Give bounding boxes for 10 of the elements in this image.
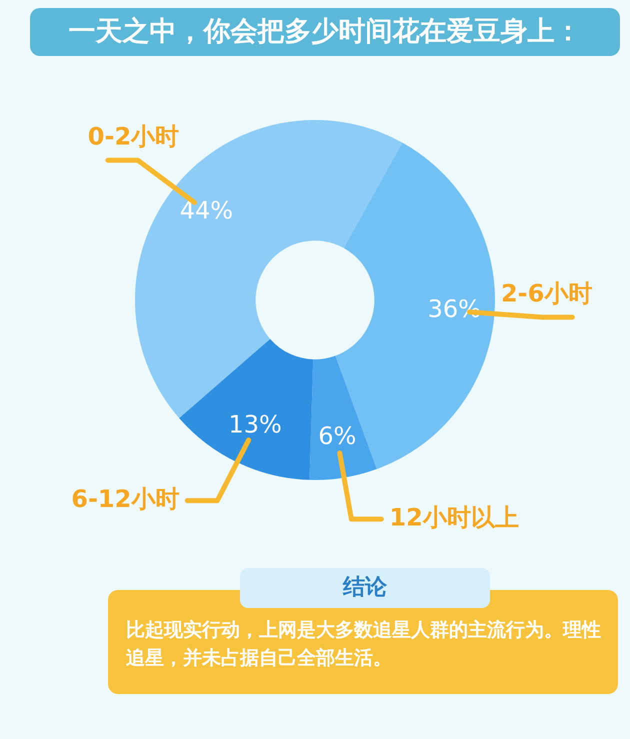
text: 比起现实行动，上网是大多数追星人群的主流行为。理性追星，并未占据自己全部生活。 — [126, 619, 601, 669]
slice-label: 6-12小时 — [71, 484, 180, 513]
data-label: 13% — [228, 410, 282, 438]
slice-label: 2-6小时 — [500, 279, 592, 308]
slice-label: 12小时以上 — [389, 503, 519, 532]
slice-label: 0-2小时 — [88, 122, 180, 151]
data-label: 44% — [180, 196, 234, 224]
data-label: 6% — [318, 422, 356, 450]
text: 结论 — [240, 568, 490, 608]
chart-title: 一天之中，你会把多少时间花在爱豆身上： — [30, 8, 620, 56]
